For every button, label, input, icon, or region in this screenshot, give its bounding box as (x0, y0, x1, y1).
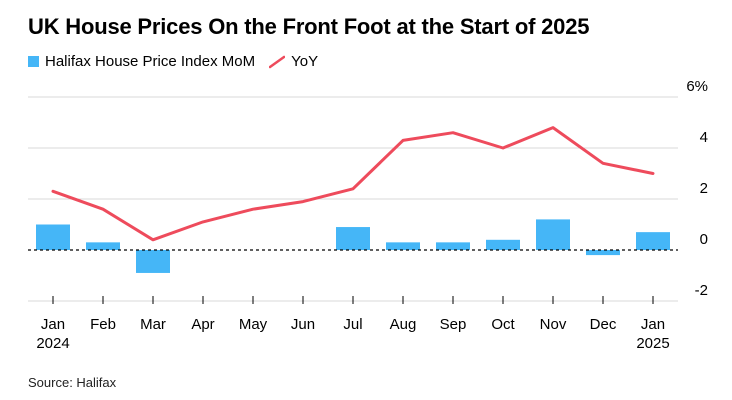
x-tick-label: Feb (90, 316, 116, 333)
y-tick-label: 0 (700, 231, 708, 248)
x-tick-label: Jan (41, 316, 65, 333)
y-tick-label: 4 (700, 129, 708, 146)
x-tick-label: May (239, 316, 268, 333)
y-tick-label: 6% (686, 78, 708, 95)
x-tick-label: Oct (491, 316, 515, 333)
x-tick-label: Sep (440, 316, 467, 333)
x-tick-sublabel: 2025 (636, 335, 669, 352)
bar-mom (86, 242, 120, 250)
y-tick-label: 2 (700, 180, 708, 197)
x-tick-sublabel: 2024 (36, 335, 69, 352)
legend-bar-swatch (28, 56, 39, 67)
bar-mom (586, 250, 620, 256)
bar-mom (436, 242, 470, 250)
legend-line-swatch (269, 55, 286, 68)
x-tick-label: Mar (140, 316, 166, 333)
x-tick-label: Jul (343, 316, 362, 333)
legend-label-yoy: YoY (291, 53, 319, 70)
x-tick-label: Jun (291, 316, 315, 333)
x-tick-label: Apr (191, 316, 214, 333)
bar-mom (636, 232, 670, 250)
bar-mom (386, 242, 420, 250)
bar-mom (36, 224, 70, 250)
legend-item-mom: Halifax House Price Index MoM (28, 53, 255, 70)
chart-title: UK House Prices On the Front Foot at the… (28, 14, 590, 39)
legend-item-yoy: YoY (269, 53, 318, 70)
x-tick-label: Dec (590, 316, 617, 333)
chart-legend: Halifax House Price Index MoM YoY (28, 53, 332, 70)
chart-source: Source: Halifax (28, 375, 117, 390)
x-tick-label: Nov (540, 316, 567, 333)
line-yoy (51, 126, 655, 242)
x-tick-label: Aug (390, 316, 417, 333)
bar-mom (336, 227, 370, 250)
y-tick-label: -2 (695, 282, 708, 299)
bar-mom (136, 250, 170, 273)
bar-mom (486, 239, 520, 250)
bar-mom (536, 219, 570, 250)
x-tick-label: Jan (641, 316, 665, 333)
legend-label-mom: Halifax House Price Index MoM (45, 53, 256, 70)
